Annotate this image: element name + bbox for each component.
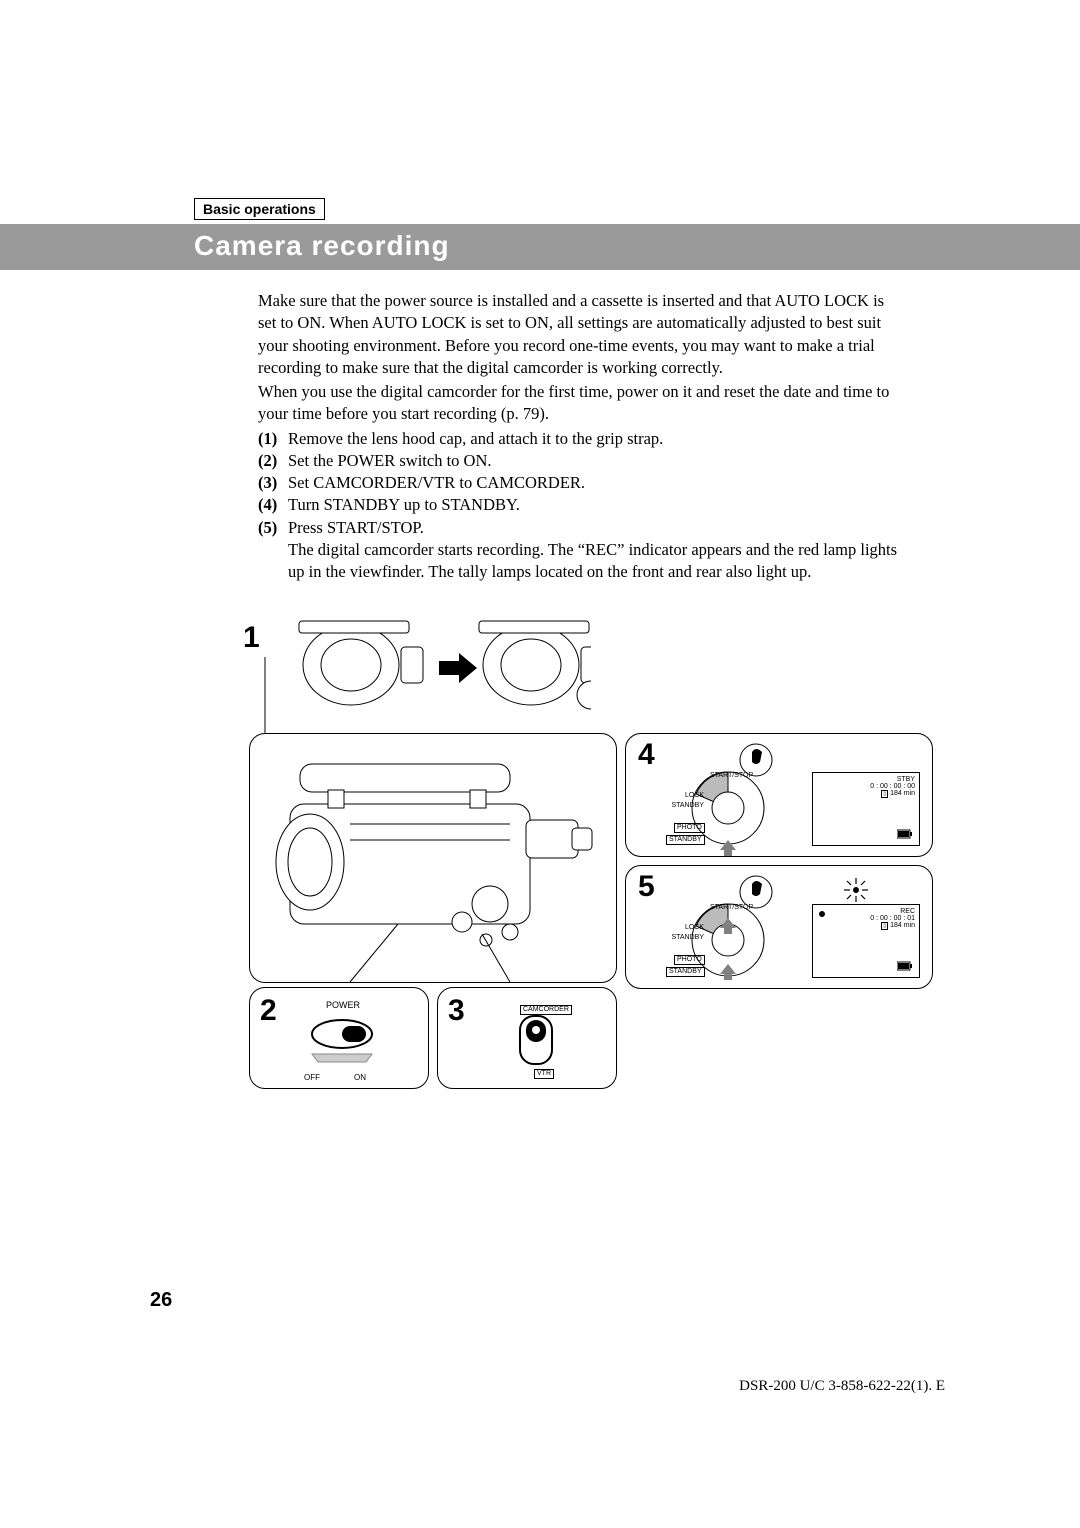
page-title: Camera recording	[0, 224, 1080, 270]
tally-lamp-icon	[844, 878, 868, 902]
power-off-label: OFF	[304, 1073, 320, 1082]
step-text: Set the POWER switch to ON.	[288, 450, 898, 472]
mode-panel: 3 CAMCORDER VTR	[437, 987, 617, 1089]
footer-text: DSR-200 U/C 3-858-622-22(1). E	[739, 1378, 945, 1395]
steps-list: (1) Remove the lens hood cap, and attach…	[258, 428, 898, 584]
standby-label-4: STANDBY	[666, 802, 704, 809]
diagram-num-4: 4	[638, 738, 655, 772]
step-2: (2) Set the POWER switch to ON.	[258, 450, 898, 472]
lock-label-5: LOCK	[676, 924, 704, 931]
diagram-num-3: 3	[448, 994, 465, 1028]
viewfinder-screen-5: REC 0 : 00 : 00 : 01 ▯ 184 min	[812, 904, 920, 978]
step-num: (5)	[258, 517, 288, 539]
power-on-label: ON	[354, 1073, 366, 1082]
standby-panel: 4 START/STOP LOCK STANDBY PHOTO STANDBY …	[625, 733, 933, 857]
step-text: Set CAMCORDER/VTR to CAMCORDER.	[288, 472, 898, 494]
power-panel: 2 POWER OFF ON	[249, 987, 429, 1089]
step-text: Remove the lens hood cap, and attach it …	[288, 428, 898, 450]
power-label: POWER	[326, 1000, 360, 1010]
photo-standby-label-5: STANDBY	[666, 960, 705, 978]
screen5-remain: ▯ 184 min	[870, 922, 915, 929]
screen4-remain: ▯ 184 min	[870, 790, 915, 797]
vtr-mode-label: VTR	[534, 1062, 554, 1080]
lock-label-4: LOCK	[676, 792, 704, 799]
standby-label-5: STANDBY	[666, 934, 704, 941]
page-number: 26	[150, 1289, 172, 1312]
screen4-time: 0 : 00 : 00 : 00	[870, 783, 915, 790]
step-5-sub: The digital camcorder starts recording. …	[288, 539, 898, 584]
rec-panel: 5 START/STOP LOCK STANDBY PHOTO STANDBY	[625, 865, 933, 989]
intro-p1: Make sure that the power source is insta…	[258, 290, 898, 379]
camcorder-panel	[249, 733, 617, 983]
section-label: Basic operations	[194, 198, 325, 220]
diagram-num-5: 5	[638, 870, 655, 904]
camcorder-icon	[250, 734, 618, 984]
startstop-label-5: START/STOP	[710, 904, 753, 911]
step-num: (1)	[258, 428, 288, 450]
step-text: Turn STANDBY up to STANDBY.	[288, 494, 898, 516]
step-3: (3) Set CAMCORDER/VTR to CAMCORDER.	[258, 472, 898, 494]
diagram: 1	[237, 613, 937, 1093]
battery-icon	[897, 961, 913, 971]
body-text: Make sure that the power source is insta…	[258, 290, 898, 583]
viewfinder-screen-4: STBY 0 : 00 : 00 : 00 ▯ 184 min	[812, 772, 920, 846]
step-text: Press START/STOP.	[288, 517, 898, 539]
startstop-label-4: START/STOP	[710, 772, 753, 779]
step-5: (5) Press START/STOP.	[258, 517, 898, 539]
screen5-time: 0 : 00 : 00 : 01	[870, 915, 915, 922]
diagram-num-2: 2	[260, 994, 277, 1028]
step-num: (4)	[258, 494, 288, 516]
screen5-status: REC	[870, 908, 915, 915]
rec-lamp-icon	[819, 911, 825, 917]
step-num: (3)	[258, 472, 288, 494]
step-4: (4) Turn STANDBY up to STANDBY.	[258, 494, 898, 516]
step-num: (2)	[258, 450, 288, 472]
step-1: (1) Remove the lens hood cap, and attach…	[258, 428, 898, 450]
intro-p2: When you use the digital camcorder for t…	[258, 381, 898, 426]
photo-standby-label-4: STANDBY	[666, 828, 705, 846]
screen4-status: STBY	[870, 776, 915, 783]
battery-icon	[897, 829, 913, 839]
power-switch-icon	[302, 1014, 382, 1064]
